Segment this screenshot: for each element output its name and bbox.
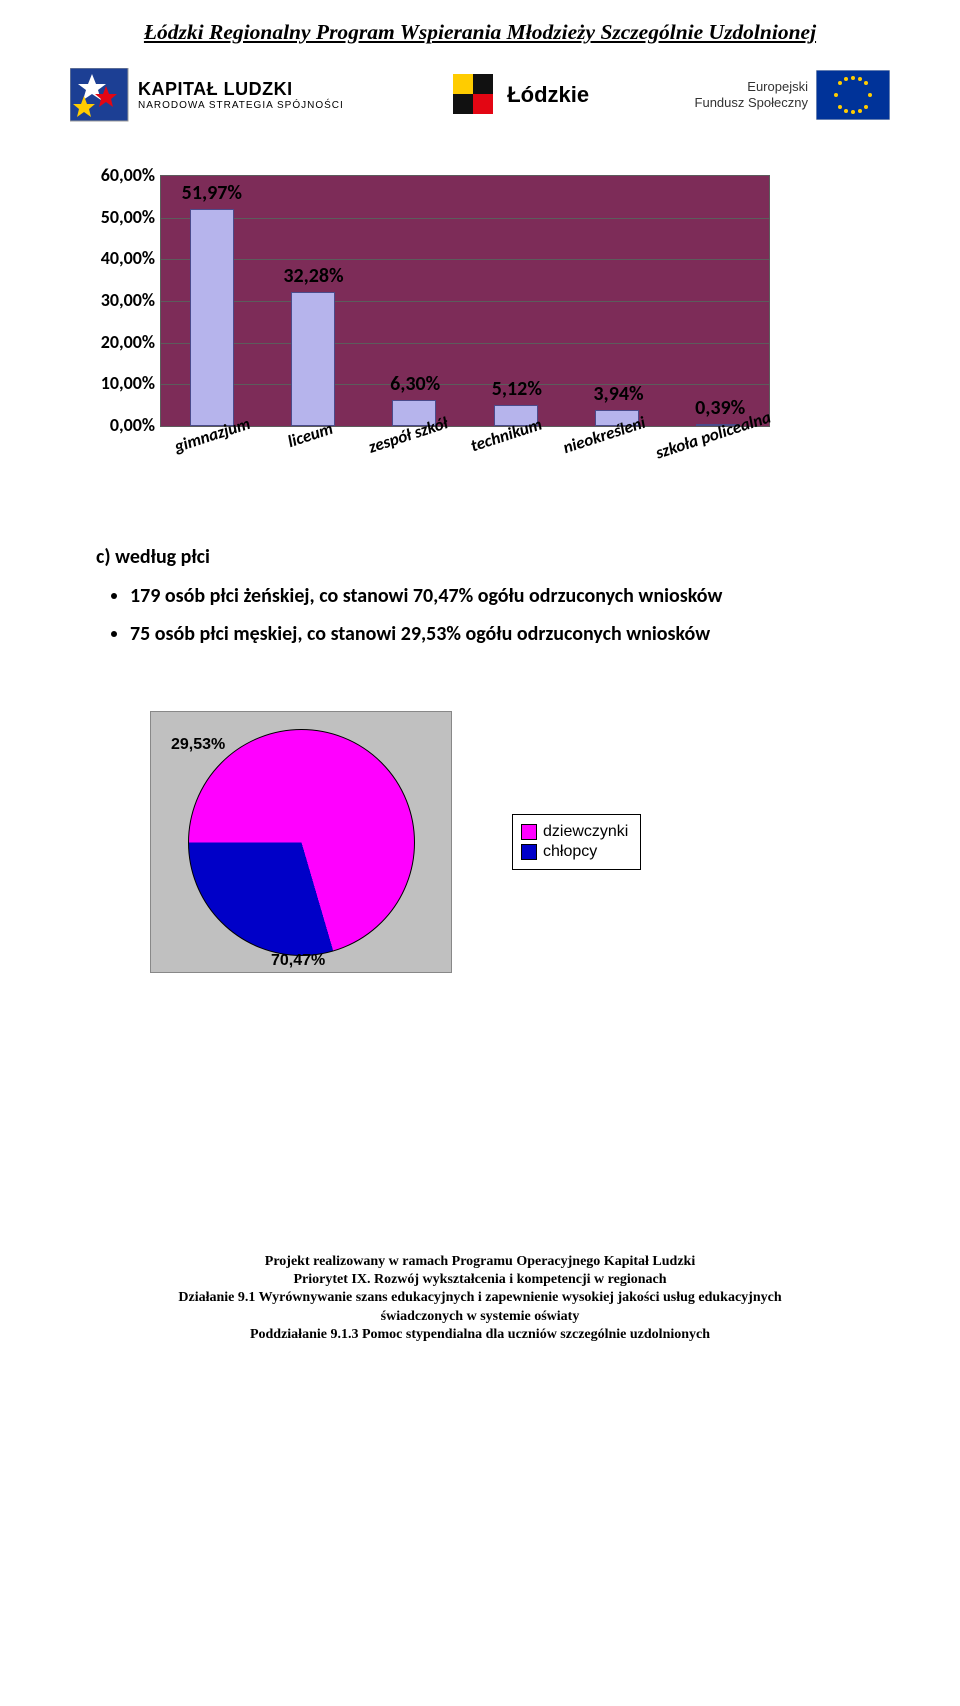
y-tick: 50,00% [70, 206, 155, 228]
footer-l5: Poddziałanie 9.1.3 Pomoc stypendialna dl… [250, 1327, 710, 1342]
bullet-female: 179 osób płci żeńskiej, co stanowi 70,47… [130, 579, 890, 613]
bar-value-label: 51,97% [182, 181, 242, 205]
y-tick: 10,00% [70, 372, 155, 394]
logos-row: KAPITAŁ LUDZKI NARODOWA STRATEGIA SPÓJNO… [70, 55, 890, 135]
footer: Projekt realizowany w ramach Programu Op… [70, 1253, 890, 1344]
y-tick: 0,00% [70, 414, 155, 436]
swatch-female [521, 824, 537, 840]
footer-l3: Działanie 9.1 Wyrównywanie szans edukacy… [178, 1290, 781, 1305]
legend-label-female: dziewczynki [543, 823, 628, 841]
y-tick: 40,00% [70, 247, 155, 269]
footer-l2b: Rozwój wykształcenia i kompetencji w reg… [374, 1272, 667, 1287]
footer-l1: Projekt realizowany w ramach Programu Op… [265, 1254, 695, 1269]
kapital-star-icon [70, 68, 130, 123]
pie-legend: dziewczynki chłopcy [512, 814, 641, 870]
bar [291, 292, 335, 427]
kapital-sub: NARODOWA STRATEGIA SPÓJNOŚCI [138, 100, 344, 111]
kapital-ludzki-logo: KAPITAŁ LUDZKI NARODOWA STRATEGIA SPÓJNO… [70, 68, 344, 123]
lodzkie-text: Łódzkie [507, 82, 589, 108]
y-tick: 60,00% [70, 164, 155, 186]
section-c-list: 179 osób płci żeńskiej, co stanowi 70,47… [130, 579, 890, 651]
efs-logo: Europejski Fundusz Społeczny [695, 70, 890, 120]
lodzkie-icon [449, 70, 499, 120]
y-tick: 30,00% [70, 289, 155, 311]
efs-line1: Europejski [695, 79, 808, 95]
kapital-title: KAPITAŁ LUDZKI [138, 79, 344, 100]
legend-row-male: chłopcy [521, 843, 628, 861]
bar [190, 209, 234, 426]
swatch-male [521, 844, 537, 860]
footer-l4: świadczonych w systemie oświaty [381, 1309, 580, 1324]
footer-l2a: Priorytet IX. [293, 1272, 373, 1287]
bullet-male: 75 osób płci męskiej, co stanowi 29,53% … [130, 617, 890, 651]
pie-chart: 29,53% 70,47% [150, 711, 452, 973]
section-c-heading: c) według płci [96, 545, 890, 569]
bar-value-label: 6,30% [390, 372, 440, 396]
bar-value-label: 5,12% [492, 377, 542, 401]
page-title: Łódzki Regionalny Program Wspierania Mło… [70, 20, 890, 45]
bar-value-label: 3,94% [593, 382, 643, 406]
pie-chart-wrap: 29,53% 70,47% dziewczynki chłopcy [150, 711, 890, 973]
bar-value-label: 32,28% [283, 264, 343, 288]
pie-label-female: 70,47% [271, 952, 325, 970]
eu-flag-icon [816, 70, 890, 120]
legend-label-male: chłopcy [543, 843, 597, 861]
pie-label-male: 29,53% [171, 736, 225, 754]
bar-chart: 51,97%32,28%6,30%5,12%3,94%0,39% gimnazj… [70, 175, 770, 475]
efs-line2: Fundusz Społeczny [695, 95, 808, 111]
legend-row-female: dziewczynki [521, 823, 628, 841]
y-tick: 20,00% [70, 331, 155, 353]
lodzkie-logo: Łódzkie [449, 70, 589, 120]
